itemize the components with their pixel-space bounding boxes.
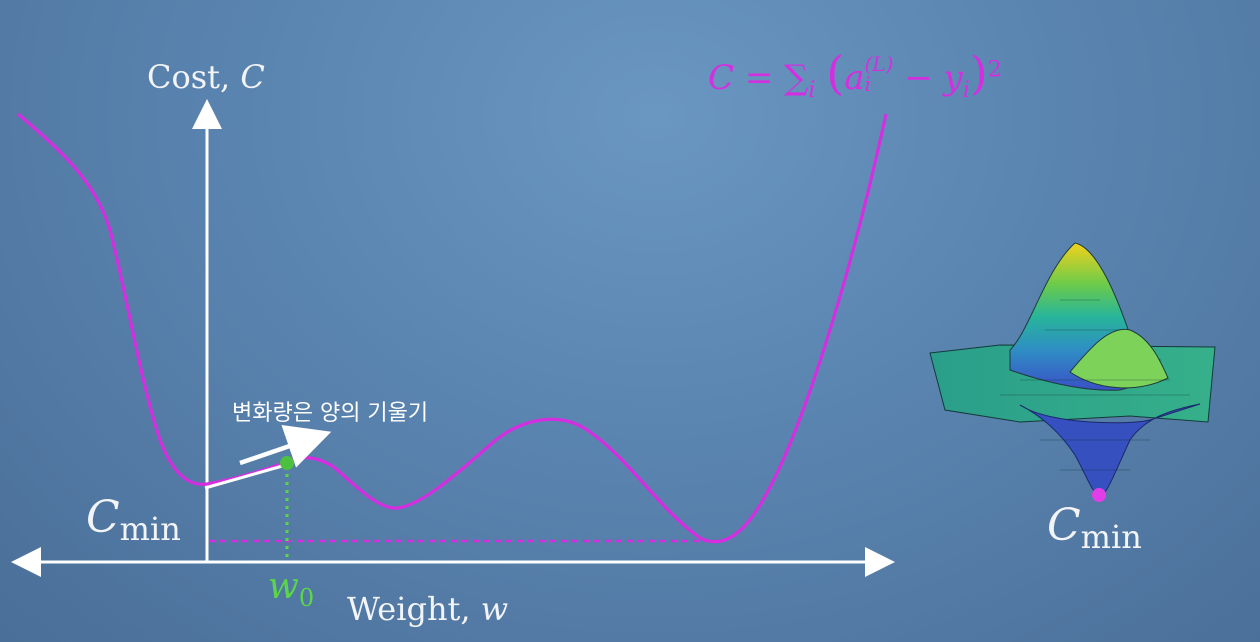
formula-lhs: C = (708, 58, 774, 98)
cost-formula: C = ∑i (a (L) i − yi)2 (708, 46, 1002, 103)
formula-sum-index: i (808, 77, 816, 103)
w0-w: w (268, 566, 299, 607)
y-axis-label-text: Cost, (147, 58, 231, 96)
formula-a-sup: (L) (864, 52, 894, 76)
w0-sub: 0 (298, 584, 315, 612)
formula-y: y (943, 58, 963, 98)
formula-y-sub: i (962, 77, 970, 103)
y-axis-label: Cost, C (147, 58, 265, 96)
cmin-right-sub: min (1080, 518, 1142, 556)
surface-trough (1019, 403, 1201, 499)
slope-arrow (239, 425, 332, 468)
slope-annotation: 변화량은 양의 기울기 (232, 401, 429, 426)
x-axis-label: Weight, w (347, 590, 508, 628)
surface-min-point (1092, 488, 1106, 502)
cmin-right-c: C (1047, 500, 1081, 551)
formula-power: 2 (987, 57, 1002, 83)
formula-sum: ∑ (784, 58, 809, 98)
x-axis-var: w (480, 590, 509, 628)
y-axis-var: C (240, 58, 265, 96)
cmin-left-label: Cmin (86, 492, 181, 548)
cmin-left-sub: min (119, 510, 181, 548)
surface-3d-illustration (929, 242, 1216, 502)
x-axis-label-text: Weight, (347, 590, 471, 628)
surface-bump (1069, 328, 1169, 389)
cmin-left-c: C (86, 492, 120, 543)
formula-minus: − (904, 58, 933, 98)
cmin-right-label: Cmin (1047, 500, 1142, 556)
tangent-line (204, 463, 287, 490)
w0-point (280, 456, 294, 470)
cost-curve (16, 112, 888, 544)
formula-a-sub: i (864, 72, 871, 96)
w0-label: w0 (268, 566, 314, 612)
formula-a: a (844, 58, 865, 98)
